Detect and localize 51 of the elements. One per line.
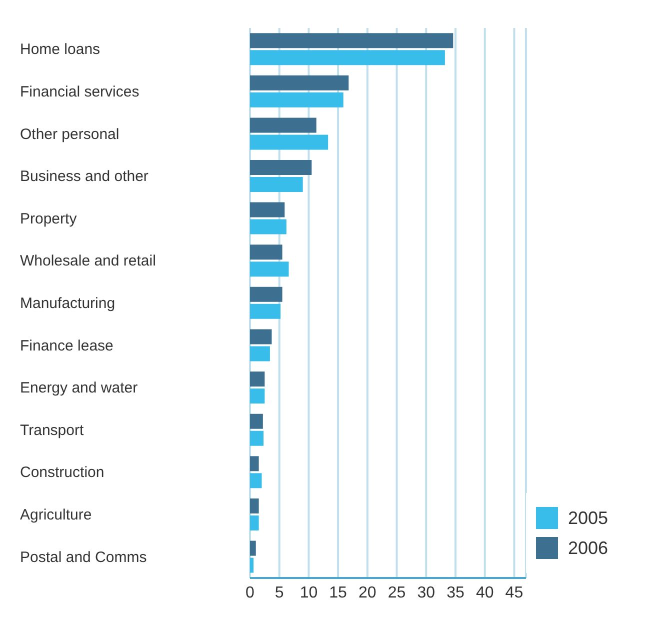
x-tick-label: 10 [300, 584, 318, 602]
bar [250, 329, 272, 344]
y-tick-label: Construction [20, 464, 104, 482]
bar [250, 118, 316, 133]
y-tick-label: Wholesale and retail [20, 252, 156, 270]
y-tick-label: Transport [20, 422, 84, 439]
x-tick-label: 45 [505, 584, 524, 602]
bar [250, 515, 259, 530]
y-tick-label: Other personal [20, 126, 120, 143]
y-tick-label: Manufacturing [20, 295, 116, 312]
x-tick-label: 35 [446, 584, 464, 602]
bar [250, 50, 445, 66]
x-tick-label: 0 [246, 584, 255, 602]
bar [250, 414, 263, 429]
bar [250, 498, 259, 514]
legend-label: 2006 [568, 538, 608, 558]
bar [250, 286, 282, 302]
y-tick-label: Property [20, 210, 78, 228]
bar [250, 219, 286, 234]
bar [250, 92, 344, 108]
bar [250, 456, 259, 472]
bar [250, 540, 256, 556]
bar [250, 558, 254, 573]
bar [250, 473, 262, 488]
bar [250, 262, 289, 277]
bar [250, 160, 312, 175]
y-tick-label: Postal and Comms [20, 548, 147, 566]
bar [250, 177, 303, 192]
bar [250, 346, 270, 362]
bar [250, 75, 349, 90]
x-tick-label: 40 [476, 584, 494, 602]
bar [250, 430, 264, 446]
y-tick-label: Energy and water [20, 380, 138, 397]
bar [250, 244, 282, 260]
y-tick-label: Home loans [20, 41, 100, 58]
legend-label: 2005 [568, 508, 608, 528]
bar [250, 388, 265, 404]
x-tick-label: 15 [329, 584, 348, 602]
y-tick-label: Agriculture [20, 506, 92, 524]
bar [250, 372, 265, 387]
y-tick-label: Finance lease [20, 337, 114, 354]
x-tick-label: 25 [388, 584, 406, 602]
y-tick-label: Financial services [20, 83, 140, 100]
bar [250, 202, 285, 218]
bar [250, 304, 281, 319]
x-tick-label: 5 [274, 584, 284, 602]
bar [250, 33, 454, 48]
y-tick-label: Business and other [20, 168, 148, 186]
x-tick-label: 30 [417, 584, 436, 602]
x-tick-label: 20 [358, 584, 376, 602]
bar [250, 134, 328, 150]
